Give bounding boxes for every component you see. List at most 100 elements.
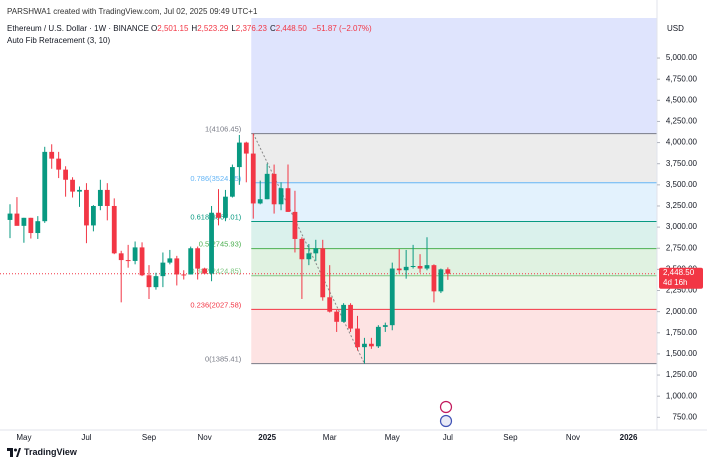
y-tick-label: 3,750.00 bbox=[666, 159, 698, 168]
candle-body bbox=[257, 199, 263, 204]
candle-body bbox=[410, 266, 416, 267]
candle-body bbox=[271, 173, 277, 205]
y-tick-label: 1,250.00 bbox=[666, 370, 698, 379]
candle-body bbox=[313, 248, 319, 254]
candle-body bbox=[28, 217, 34, 234]
fib-label: 0.618(3067.01) bbox=[190, 212, 241, 221]
candle-body bbox=[202, 268, 207, 274]
candle-body bbox=[111, 205, 117, 254]
event-icon bbox=[439, 400, 453, 414]
candle-body bbox=[153, 276, 159, 288]
candle-body bbox=[56, 158, 62, 170]
ohlc-value: 2,448.50 bbox=[275, 24, 307, 33]
candle-body bbox=[292, 211, 298, 239]
fib-band bbox=[251, 248, 657, 276]
fib-extension-area bbox=[251, 18, 657, 134]
candle-body bbox=[70, 179, 75, 192]
fib-band bbox=[251, 309, 657, 364]
ohlc-key: H bbox=[191, 24, 198, 33]
candle-body bbox=[84, 189, 89, 226]
fib-band bbox=[251, 275, 657, 310]
candle-body bbox=[375, 326, 381, 347]
fib-label: 0.5(2745.93) bbox=[199, 240, 242, 249]
candle-body bbox=[174, 258, 180, 275]
candle-body bbox=[223, 196, 228, 218]
candle-body bbox=[389, 268, 395, 326]
y-tick-label: 2,750.00 bbox=[666, 243, 698, 252]
footer: TradingView bbox=[7, 447, 77, 457]
x-tick-label: Nov bbox=[566, 433, 580, 442]
x-tick-label: 2025 bbox=[258, 433, 276, 442]
candle-body bbox=[7, 213, 13, 220]
candle-body bbox=[250, 153, 256, 204]
candle-body bbox=[97, 189, 103, 206]
candle-body bbox=[181, 274, 187, 276]
candle-body bbox=[396, 268, 402, 271]
candle-body bbox=[230, 167, 235, 197]
y-tick-label: 4,250.00 bbox=[666, 117, 698, 126]
price-tag bbox=[659, 267, 703, 289]
candle-body bbox=[445, 269, 451, 274]
y-tick-label: 2,250.00 bbox=[666, 286, 698, 295]
candle-body bbox=[369, 343, 374, 347]
y-tick-label: 1,500.00 bbox=[666, 349, 698, 358]
x-tick-label: May bbox=[385, 433, 400, 442]
candle-body bbox=[264, 173, 270, 200]
symbol-line: Ethereum / U.S. Dollar · 1W · BINANCE O2… bbox=[7, 24, 372, 33]
candle-body bbox=[320, 248, 326, 298]
candle-body bbox=[417, 266, 423, 269]
candle-body bbox=[431, 265, 437, 292]
candle-body bbox=[424, 265, 430, 269]
candle-body bbox=[167, 258, 173, 263]
candle-body bbox=[236, 142, 242, 168]
fib-label: 1(4106.45) bbox=[205, 125, 242, 134]
candle-body bbox=[139, 247, 145, 276]
ohlc-key: C bbox=[269, 24, 276, 33]
x-tick-label: 2026 bbox=[620, 433, 638, 442]
candle-body bbox=[334, 311, 340, 322]
x-tick-label: Sep bbox=[142, 433, 157, 442]
candle-body bbox=[63, 169, 68, 180]
candle-body bbox=[348, 304, 353, 329]
candle-body bbox=[125, 260, 131, 262]
candle-body bbox=[278, 188, 284, 205]
candle-body bbox=[195, 248, 201, 269]
candle-body bbox=[14, 213, 20, 226]
ohlc: O2,501.15 H2,523.29 L2,376.23 C2,448.50 bbox=[151, 24, 310, 33]
candle-body bbox=[243, 142, 249, 154]
y-tick-label: 3,500.00 bbox=[666, 180, 698, 189]
indicator: Auto Fib Retracement (3, 10) bbox=[7, 36, 111, 45]
candle-body bbox=[341, 304, 346, 322]
candle-body bbox=[91, 205, 96, 226]
y-tick-label: 3,000.00 bbox=[666, 222, 698, 231]
y-tick-label: 3,250.00 bbox=[666, 201, 698, 210]
candle-body bbox=[104, 189, 110, 206]
candle-body bbox=[355, 328, 360, 348]
x-tick-label: Jul bbox=[81, 433, 91, 442]
fib-label: 0.786(3524.15) bbox=[190, 174, 241, 183]
credit: PARSHWA1 created with TradingView.com, J… bbox=[7, 7, 258, 16]
fib-label: 0(1385.41) bbox=[205, 355, 242, 364]
fib-band bbox=[251, 221, 657, 249]
logo bbox=[7, 447, 21, 457]
y-tick-label: 1,000.00 bbox=[666, 391, 698, 400]
candle-body bbox=[146, 275, 152, 288]
fib-band bbox=[251, 133, 657, 183]
y-tick-label: 4,750.00 bbox=[666, 74, 698, 83]
candle-body bbox=[299, 238, 305, 260]
candle-body bbox=[216, 212, 221, 218]
candle-body bbox=[438, 269, 444, 292]
candle-body bbox=[306, 253, 312, 260]
y-tick-label: 2,000.00 bbox=[666, 307, 698, 316]
change: −51.87 (−2.07%) bbox=[312, 24, 372, 33]
y-tick-label: 4,000.00 bbox=[666, 138, 698, 147]
candle-body bbox=[285, 188, 291, 212]
y-tick-label: 1,750.00 bbox=[666, 328, 698, 337]
candle-body bbox=[118, 253, 124, 261]
ohlc-value: 2,523.29 bbox=[197, 24, 229, 33]
symbol: Ethereum / U.S. Dollar · 1W · BINANCE bbox=[7, 24, 149, 33]
fib-band bbox=[251, 182, 657, 222]
candle-body bbox=[327, 297, 333, 312]
candle-body bbox=[188, 248, 194, 275]
